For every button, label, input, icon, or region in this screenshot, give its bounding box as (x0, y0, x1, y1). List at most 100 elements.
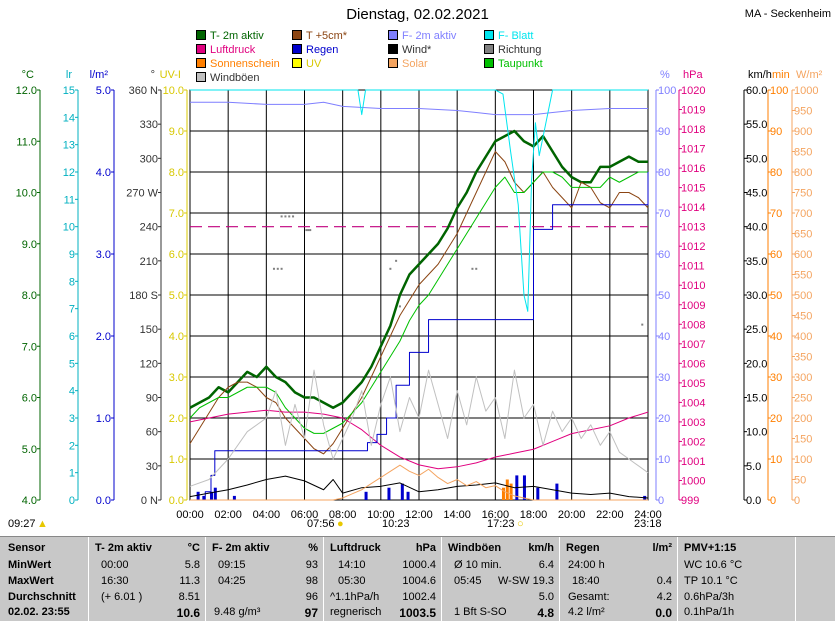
axis-tick-label: 1000 (794, 85, 818, 97)
axis-tick-label: 300 (794, 372, 812, 384)
stat-temp-avg: 8.51 (178, 591, 200, 603)
stat-row-min: MinWert (8, 559, 52, 571)
axis-tick-label: 500 (794, 290, 812, 302)
axis-tick-label: 3.0 (96, 249, 111, 261)
axis-tick-label: 2.0 (169, 413, 184, 425)
axis-tick-label: 1019 (681, 105, 705, 117)
stat-temp-current: 10.6 (176, 606, 200, 620)
direction-point (341, 413, 344, 416)
axis-tick-label: 2.0 (96, 331, 111, 343)
stat-press-min-time: 14:10 (338, 559, 366, 571)
legend-label: T- 2m aktiv (210, 30, 264, 42)
stat-wind-mean: 5.0 (538, 591, 554, 603)
axis-tick-label: 12 (63, 167, 75, 179)
axis-header: hPa (683, 69, 703, 81)
x-tick-label: 12:00 (405, 509, 433, 521)
axis-header: km/h (748, 69, 772, 81)
axis-tick-label: 40 (658, 331, 670, 343)
axis-tick-label: 0 (794, 495, 800, 507)
axis-tick-label: 4.0 (169, 331, 184, 343)
stats-col-empty (795, 537, 835, 621)
legend-swatch (196, 30, 206, 40)
bar-regen (400, 483, 404, 500)
axis-tick-label: 600 (794, 249, 812, 261)
legend-item: Taupunkt (484, 58, 543, 70)
axis-header: lr (66, 69, 72, 81)
stat-dewpoint: TP 10.1 °C (684, 575, 738, 587)
axis-tick-label: 10.0 (746, 427, 767, 439)
axis-tick-label: 45.0 (746, 188, 767, 200)
stat-rain-total: 4.2 (656, 591, 672, 603)
direction-point (307, 229, 310, 232)
axis-tick-label: 0 (69, 495, 75, 507)
bar-regen (387, 487, 391, 500)
stat-wind-max-time: 05:45 (454, 575, 482, 587)
axis-tick-label: 13 (63, 140, 75, 152)
axis-tick-label: 6.0 (169, 249, 184, 261)
axis-tick-label: 180 S (129, 290, 158, 302)
bar-regen (202, 495, 206, 500)
axis-tick-label: 4 (69, 386, 75, 398)
axis-tick-label: 0.0 (169, 495, 184, 507)
axis-tick-label: 3.0 (169, 372, 184, 384)
axis-tick-label: 450 (794, 311, 812, 323)
direction-point (272, 267, 275, 270)
series-f-blatt (190, 89, 648, 312)
axis-tick-label: 0 (770, 495, 776, 507)
legend-item: Sonnenschein (196, 58, 280, 70)
axis-tick-label: 210 (140, 256, 158, 268)
axis-tick-label: 80 (770, 167, 782, 179)
bar-sonnenschein (509, 483, 513, 500)
bar-regen (196, 491, 200, 500)
stat-pmv-header: PMV+1:15 (684, 542, 737, 554)
legend-item: T +5cm* (292, 30, 347, 42)
axis-header: °C (22, 69, 34, 81)
stat-rain-unit: l/m² (652, 542, 672, 554)
axis-tick-label: 300 (140, 153, 158, 165)
axis-tick-label: 8.0 (22, 290, 37, 302)
axis-tick-label: 50 (794, 475, 806, 487)
bar-regen (522, 475, 526, 500)
x-tick-label: 10:00 (367, 509, 395, 521)
legend-item: F- Blatt (484, 30, 533, 42)
stat-pressure-1h: 0.1hPa/1h (684, 606, 735, 618)
stat-pressure-3h: 0.6hPa/3h (684, 591, 735, 603)
axis-tick-label: 5.0 (746, 461, 761, 473)
legend-label: Windböen (210, 72, 260, 84)
axis-tick-label: 1018 (681, 124, 705, 136)
axis-tick-label: 1002 (681, 436, 705, 448)
axis-tick-label: 6.0 (22, 393, 37, 405)
axis-tick-label: 20.0 (746, 358, 767, 370)
x-tick-label: 02:00 (214, 509, 242, 521)
sunrise-icon: ● (337, 518, 344, 530)
bar-regen (209, 491, 213, 500)
axis-tick-label: 9.0 (169, 126, 184, 138)
axis-tick-label: 30.0 (746, 290, 767, 302)
legend-label: Sonnenschein (210, 58, 280, 70)
stat-rain-period: 24:00 h (568, 559, 605, 571)
bar-regen (232, 495, 236, 500)
legend-item: Luftdruck (196, 44, 255, 56)
axis-tick-label: 70 (658, 208, 670, 220)
axis-tick-label: 1005 (681, 378, 705, 390)
axis-tick-label: 1014 (681, 202, 705, 214)
axis-tick-label: 850 (794, 147, 812, 159)
axis-tick-label: 15 (63, 85, 75, 97)
series-luftdruck (189, 409, 649, 470)
direction-point (395, 259, 398, 262)
axis-tick-label: 1015 (681, 183, 705, 195)
legend-label: Richtung (498, 44, 542, 56)
stats-col-temp: T- 2m aktiv °C 00:00 5.8 16:30 11.3 (+ 6… (88, 537, 206, 621)
axis-tick-label: 100 (770, 85, 788, 97)
axis-tick-label: 1.0 (96, 413, 111, 425)
legend-label: Wind* (402, 44, 432, 56)
legend-swatch (484, 44, 494, 54)
axis-tick-label: 1006 (681, 358, 705, 370)
direction-point (475, 267, 478, 270)
sunset-label: 17:23 (487, 518, 515, 530)
bar-regen (213, 487, 217, 500)
axis-tick-label: 30 (658, 372, 670, 384)
axis-tick-label: 8.0 (169, 167, 184, 179)
axis-tick-label: 11.0 (16, 136, 37, 148)
axis-tick-label: 900 (794, 126, 812, 138)
